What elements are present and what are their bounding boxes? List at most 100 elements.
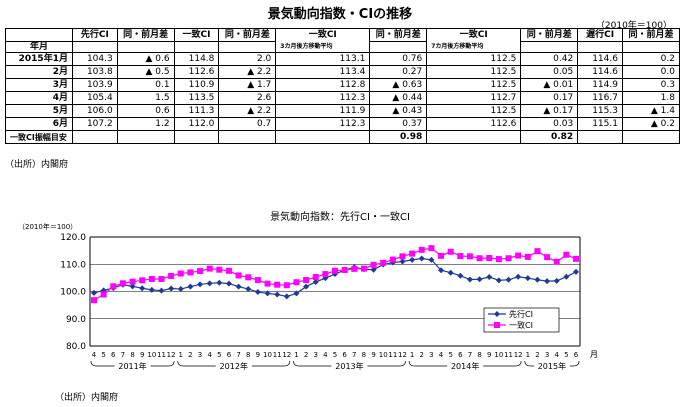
x-tick-label: 6: [342, 351, 347, 359]
data-point-coincident: [447, 248, 454, 255]
data-point-coincident: [573, 255, 579, 262]
x-tick-label: 12: [282, 351, 291, 359]
x-tick-label: 10: [147, 351, 156, 359]
legend-marker-coincident: [494, 322, 500, 328]
data-point-coincident: [158, 275, 165, 282]
data-point-coincident: [197, 268, 204, 275]
data-point-leading: [187, 283, 194, 290]
x-tick-label: 5: [101, 351, 105, 359]
data-point-coincident: [129, 278, 136, 285]
x-tick-label: 12: [514, 351, 523, 359]
data-point-leading: [418, 255, 425, 262]
legend: 先行CI 一致CI: [483, 307, 560, 333]
data-point-leading: [91, 289, 97, 296]
data-point-leading: [168, 285, 175, 292]
table-row: 6月 107.2 1.2 112.0 0.7 112.3 0.37 112.6 0.03 115.…: [5, 117, 680, 131]
data-point-leading: [129, 283, 136, 290]
x-tick-label: 4: [92, 351, 97, 359]
year-bracket: [177, 360, 291, 367]
data-point-coincident: [274, 281, 281, 288]
legend-label-coincident: 一致CI: [509, 320, 533, 330]
data-point-coincident: [119, 280, 126, 287]
data-point-leading: [216, 279, 223, 286]
x-tick-label: 5: [217, 351, 221, 359]
data-point-coincident: [370, 261, 377, 268]
data-point-coincident: [341, 266, 348, 273]
data-point-coincident: [457, 253, 464, 260]
data-point-leading: [466, 276, 473, 283]
x-tick-label: 1: [410, 351, 414, 359]
data-point-leading: [158, 287, 165, 294]
data-point-leading: [370, 266, 377, 273]
data-point-coincident: [177, 270, 184, 277]
data-point-leading: [235, 283, 242, 290]
x-tick-label: 9: [487, 351, 491, 359]
table-row: 2015年1月 104.3 ▲ 0.6 114.8 2.0 113.1 0.76 112.5 0…: [5, 52, 680, 66]
y-tick-label: 90.0: [66, 315, 86, 325]
x-tick-label: 4: [207, 351, 212, 359]
x-tick-label: 9: [371, 351, 375, 359]
chart-title: 景気動向指数：先行CI・一致CI: [270, 212, 410, 223]
x-tick-label: 10: [263, 351, 272, 359]
x-tick-label: 7: [236, 351, 240, 359]
data-point-coincident: [428, 245, 435, 252]
data-point-leading: [544, 278, 551, 285]
year-label: 2015年: [538, 361, 566, 371]
data-point-leading: [264, 290, 271, 297]
year-label: 2014年: [451, 361, 479, 371]
x-tick-label: 3: [313, 351, 317, 359]
data-point-coincident: [534, 248, 541, 255]
data-point-coincident: [110, 283, 117, 290]
data-point-coincident: [524, 253, 531, 260]
data-point-coincident: [544, 254, 551, 261]
x-tick-label: 8: [130, 351, 134, 359]
data-point-leading: [225, 280, 232, 287]
x-tick-label: 8: [246, 351, 250, 359]
data-point-leading: [476, 276, 483, 283]
data-point-coincident: [418, 246, 425, 253]
year-bracket: [90, 360, 175, 367]
table-cell: 112.5: [426, 52, 522, 66]
data-point-leading: [505, 276, 512, 283]
x-unit-label: 月: [590, 350, 598, 359]
x-tick-label: 1: [179, 351, 183, 359]
data-point-leading: [515, 273, 522, 280]
x-tick-label: 9: [256, 351, 260, 359]
data-point-coincident: [563, 251, 570, 258]
data-point-coincident: [360, 265, 367, 272]
data-point-leading: [524, 275, 531, 282]
x-tick-label: 2: [535, 351, 539, 359]
x-tick-label: 4: [554, 351, 559, 359]
data-point-leading: [312, 278, 319, 285]
legend-label-leading: 先行CI: [509, 309, 533, 319]
x-tick-label: 3: [198, 351, 202, 359]
data-point-leading: [139, 285, 146, 292]
table-cell: 0.3: [621, 78, 680, 92]
header-col: 一致CI: [426, 28, 522, 42]
y-tick-label: 80.0: [66, 342, 86, 352]
data-point-leading: [177, 286, 184, 293]
x-tick-label: 9: [140, 351, 144, 359]
data-point-coincident: [283, 282, 290, 289]
base-year-note: （2010年＝100）: [595, 21, 672, 31]
data-point-coincident: [100, 291, 107, 298]
data-point-leading: [563, 273, 570, 280]
data-point-coincident: [495, 256, 502, 263]
x-tick-label: 11: [388, 351, 397, 359]
x-tick-label: 6: [111, 351, 116, 359]
data-point-leading: [495, 277, 502, 284]
source-note: （出所）内閣府: [5, 160, 69, 170]
legend-marker-leading: [494, 311, 500, 317]
x-tick-label: 6: [458, 351, 463, 359]
data-point-coincident: [389, 256, 396, 263]
data-point-coincident: [438, 252, 445, 259]
threshold-label: 一致CI振幅目安: [5, 130, 73, 144]
data-point-coincident: [380, 259, 387, 266]
data-point-leading: [428, 256, 435, 263]
data-point-leading: [274, 291, 281, 298]
data-point-leading: [148, 286, 155, 293]
data-point-coincident: [351, 265, 358, 272]
x-tick-label: 3: [545, 351, 549, 359]
header-col: 一致CI: [275, 28, 371, 42]
